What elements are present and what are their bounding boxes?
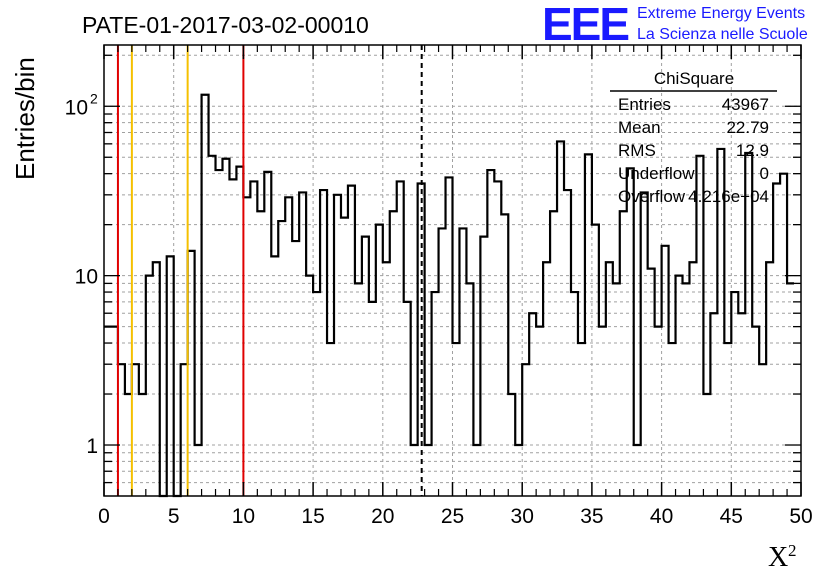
x-axis-label-main: X	[768, 542, 788, 572]
stats-value: 12.9	[736, 141, 769, 160]
x-tick-label: 25	[441, 505, 464, 528]
x-tick-label: 5	[168, 505, 180, 528]
eee-logo: EEE Extreme Energy Events La Scienza nel…	[542, 0, 808, 50]
x-axis-label: X 2	[768, 541, 797, 572]
x-tick-label: 40	[650, 505, 673, 528]
x-tick-label: 10	[232, 505, 255, 528]
logo-mark: EEE	[542, 0, 628, 50]
x-tick-label: 20	[371, 505, 394, 528]
y-tick-label: 1	[86, 435, 98, 458]
y-tick-label-base: 10	[65, 96, 88, 119]
grid-lines	[104, 45, 801, 496]
x-tick-label: 30	[511, 505, 534, 528]
reference-lines	[116, 45, 423, 496]
stats-value: 22.79	[726, 118, 769, 137]
x-tick-label: 0	[98, 505, 110, 528]
x-axis-label-superscript: 2	[788, 541, 797, 560]
stats-label: Entries	[618, 95, 671, 114]
stats-value: 4.216e+04	[688, 187, 769, 206]
stats-label: Mean	[618, 118, 661, 137]
x-tick-label: 50	[789, 505, 812, 528]
chart-title: PATE-01-2017-03-02-00010	[82, 12, 369, 38]
stats-value: 43967	[722, 95, 769, 114]
stats-label: RMS	[618, 141, 656, 160]
histogram-outline	[104, 93, 795, 498]
x-tick-label: 15	[301, 505, 324, 528]
y-tick-label-exponent: 2	[90, 90, 98, 106]
logo-line-2: La Scienza nelle Scuole	[637, 26, 808, 43]
y-tick-label-text: 1	[86, 435, 98, 458]
y-axis-label: Entries/bin	[10, 57, 40, 180]
histogram-bars	[104, 93, 795, 498]
stats-label: Overflow	[618, 187, 686, 206]
stats-label: Underflow	[618, 164, 695, 183]
y-tick-label: 10	[75, 266, 98, 289]
stats-title: ChiSquare	[654, 69, 734, 88]
y-tick-label-text: 10	[75, 266, 98, 289]
stats-box: ChiSquare Entries 43967 Mean 22.79 RMS 12.9 Un…	[610, 69, 777, 206]
y-tick-label: 10 2	[65, 90, 98, 119]
x-tick-label: 35	[580, 505, 603, 528]
x-tick-label: 45	[720, 505, 743, 528]
logo-line-1: Extreme Energy Events	[637, 5, 805, 22]
stats-value: 0	[760, 164, 769, 183]
